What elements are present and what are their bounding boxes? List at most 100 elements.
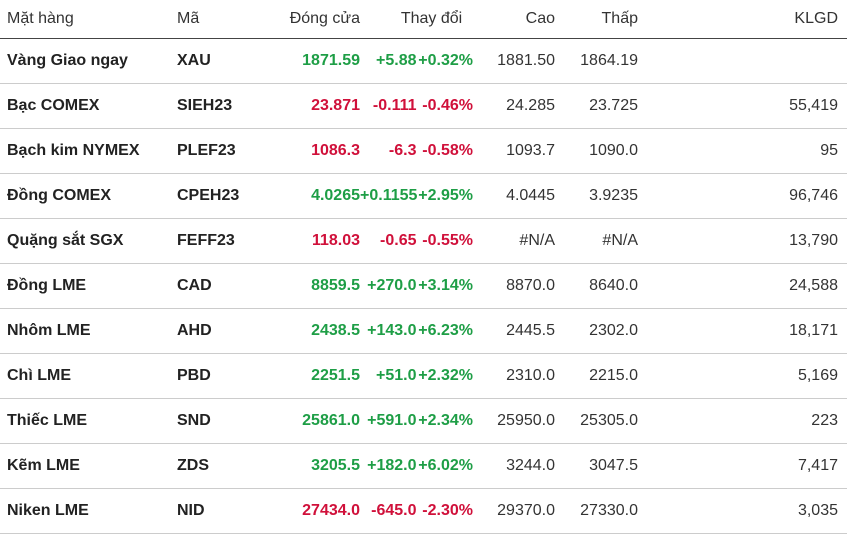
close-price: 23.871 bbox=[272, 83, 360, 129]
trading-volume: 5,169 bbox=[638, 353, 847, 399]
percent-change: +3.14% bbox=[416, 263, 473, 309]
header-high[interactable]: Cao bbox=[473, 0, 555, 39]
commodity-name: Đồng LME bbox=[0, 263, 177, 309]
high-price: 4.0445 bbox=[473, 173, 555, 219]
price-change: +51.0 bbox=[360, 353, 417, 399]
commodity-name: Bạc COMEX bbox=[0, 83, 177, 129]
commodity-code: SND bbox=[177, 398, 272, 444]
high-price: 1093.7 bbox=[473, 128, 555, 174]
close-price: 2438.5 bbox=[272, 308, 360, 354]
price-change: -0.111 bbox=[360, 83, 417, 129]
low-price: 1864.19 bbox=[555, 38, 638, 84]
table-body: Vàng Giao ngay XAU 1871.59 +5.88 +0.32% 1881.… bbox=[0, 38, 847, 534]
trading-volume: 13,790 bbox=[638, 218, 847, 264]
table-row[interactable]: Bạc COMEX SIEH23 23.871 -0.111 -0.46% 24.285 2… bbox=[0, 83, 847, 129]
price-change: +182.0 bbox=[360, 443, 417, 489]
high-price: 2310.0 bbox=[473, 353, 555, 399]
commodity-name: Kẽm LME bbox=[0, 443, 177, 489]
table-row[interactable]: Kẽm LME ZDS 3205.5 +182.0 +6.02% 3244.0 3047.5… bbox=[0, 443, 847, 489]
header-code[interactable]: Mã bbox=[177, 0, 272, 39]
trading-volume: 55,419 bbox=[638, 83, 847, 129]
table-row[interactable]: Quặng sắt SGX FEFF23 118.03 -0.65 -0.55% #N/A… bbox=[0, 218, 847, 264]
close-price: 2251.5 bbox=[272, 353, 360, 399]
commodity-code: CAD bbox=[177, 263, 272, 309]
percent-change: -0.58% bbox=[416, 128, 473, 174]
high-price: 29370.0 bbox=[473, 488, 555, 534]
percent-change: -0.55% bbox=[416, 218, 473, 264]
table-row[interactable]: Bạch kim NYMEX PLEF23 1086.3 -6.3 -0.58% 1093… bbox=[0, 128, 847, 174]
commodity-code: XAU bbox=[177, 38, 272, 84]
low-price: 27330.0 bbox=[555, 488, 638, 534]
percent-change: +2.95% bbox=[416, 173, 473, 219]
header-row: Mặt hàng Mã Đóng cửa Thay đổi Cao Thấp K… bbox=[0, 0, 847, 39]
low-price: 2215.0 bbox=[555, 353, 638, 399]
high-price: 3244.0 bbox=[473, 443, 555, 489]
price-change: -0.65 bbox=[360, 218, 417, 264]
table-row[interactable]: Chì LME PBD 2251.5 +51.0 +2.32% 2310.0 2215.0 5… bbox=[0, 353, 847, 399]
close-price: 3205.5 bbox=[272, 443, 360, 489]
close-price: 25861.0 bbox=[272, 398, 360, 444]
percent-change: -0.46% bbox=[416, 83, 473, 129]
header-commodity[interactable]: Mặt hàng bbox=[0, 0, 177, 39]
commodity-name: Niken LME bbox=[0, 488, 177, 534]
percent-change: +2.32% bbox=[416, 353, 473, 399]
table-row[interactable]: Đồng LME CAD 8859.5 +270.0 +3.14% 8870.0 8640.… bbox=[0, 263, 847, 309]
close-price: 1871.59 bbox=[272, 38, 360, 84]
close-price: 27434.0 bbox=[272, 488, 360, 534]
commodity-code: SIEH23 bbox=[177, 83, 272, 129]
low-price: 2302.0 bbox=[555, 308, 638, 354]
commodity-code: NID bbox=[177, 488, 272, 534]
percent-change: +6.02% bbox=[416, 443, 473, 489]
table-row[interactable]: Đồng COMEX CPEH23 4.0265 +0.1155 +2.95% 4.044… bbox=[0, 173, 847, 219]
trading-volume: 3,035 bbox=[638, 488, 847, 534]
low-price: 3047.5 bbox=[555, 443, 638, 489]
price-change: +143.0 bbox=[360, 308, 417, 354]
table-row[interactable]: Vàng Giao ngay XAU 1871.59 +5.88 +0.32% 1881.… bbox=[0, 38, 847, 84]
header-close[interactable]: Đóng cửa bbox=[272, 0, 360, 39]
high-price: #N/A bbox=[473, 218, 555, 264]
header-change[interactable]: Thay đổi bbox=[360, 0, 473, 39]
close-price: 118.03 bbox=[272, 218, 360, 264]
trading-volume: 18,171 bbox=[638, 308, 847, 354]
commodity-code: PBD bbox=[177, 353, 272, 399]
table-header: Mặt hàng Mã Đóng cửa Thay đổi Cao Thấp K… bbox=[0, 0, 847, 39]
commodity-name: Nhôm LME bbox=[0, 308, 177, 354]
commodity-name: Thiếc LME bbox=[0, 398, 177, 444]
table-row[interactable]: Thiếc LME SND 25861.0 +591.0 +2.34% 25950.0 25… bbox=[0, 398, 847, 444]
commodity-name: Đồng COMEX bbox=[0, 173, 177, 219]
trading-volume: 223 bbox=[638, 398, 847, 444]
commodity-name: Chì LME bbox=[0, 353, 177, 399]
low-price: 1090.0 bbox=[555, 128, 638, 174]
trading-volume: 24,588 bbox=[638, 263, 847, 309]
commodity-code: AHD bbox=[177, 308, 272, 354]
table-row[interactable]: Niken LME NID 27434.0 -645.0 -2.30% 29370.0 27… bbox=[0, 488, 847, 534]
commodity-code: ZDS bbox=[177, 443, 272, 489]
price-change: -645.0 bbox=[360, 488, 417, 534]
header-low[interactable]: Thấp bbox=[555, 0, 638, 39]
commodity-code: CPEH23 bbox=[177, 173, 272, 219]
close-price: 1086.3 bbox=[272, 128, 360, 174]
percent-change: +6.23% bbox=[416, 308, 473, 354]
trading-volume bbox=[638, 38, 847, 84]
low-price: 3.9235 bbox=[555, 173, 638, 219]
percent-change: +2.34% bbox=[416, 398, 473, 444]
commodity-code: PLEF23 bbox=[177, 128, 272, 174]
commodity-name: Vàng Giao ngay bbox=[0, 38, 177, 84]
price-change: +270.0 bbox=[360, 263, 417, 309]
table-row[interactable]: Nhôm LME AHD 2438.5 +143.0 +6.23% 2445.5 2302.… bbox=[0, 308, 847, 354]
trading-volume: 96,746 bbox=[638, 173, 847, 219]
commodity-code: FEFF23 bbox=[177, 218, 272, 264]
close-price: 4.0265 bbox=[272, 173, 360, 219]
price-change: +0.1155 bbox=[360, 173, 417, 219]
header-volume[interactable]: KLGD bbox=[638, 0, 847, 39]
commodity-name: Bạch kim NYMEX bbox=[0, 128, 177, 174]
high-price: 8870.0 bbox=[473, 263, 555, 309]
trading-volume: 95 bbox=[638, 128, 847, 174]
price-change: -6.3 bbox=[360, 128, 417, 174]
price-change: +591.0 bbox=[360, 398, 417, 444]
low-price: 8640.0 bbox=[555, 263, 638, 309]
high-price: 2445.5 bbox=[473, 308, 555, 354]
percent-change: +0.32% bbox=[416, 38, 473, 84]
percent-change: -2.30% bbox=[416, 488, 473, 534]
